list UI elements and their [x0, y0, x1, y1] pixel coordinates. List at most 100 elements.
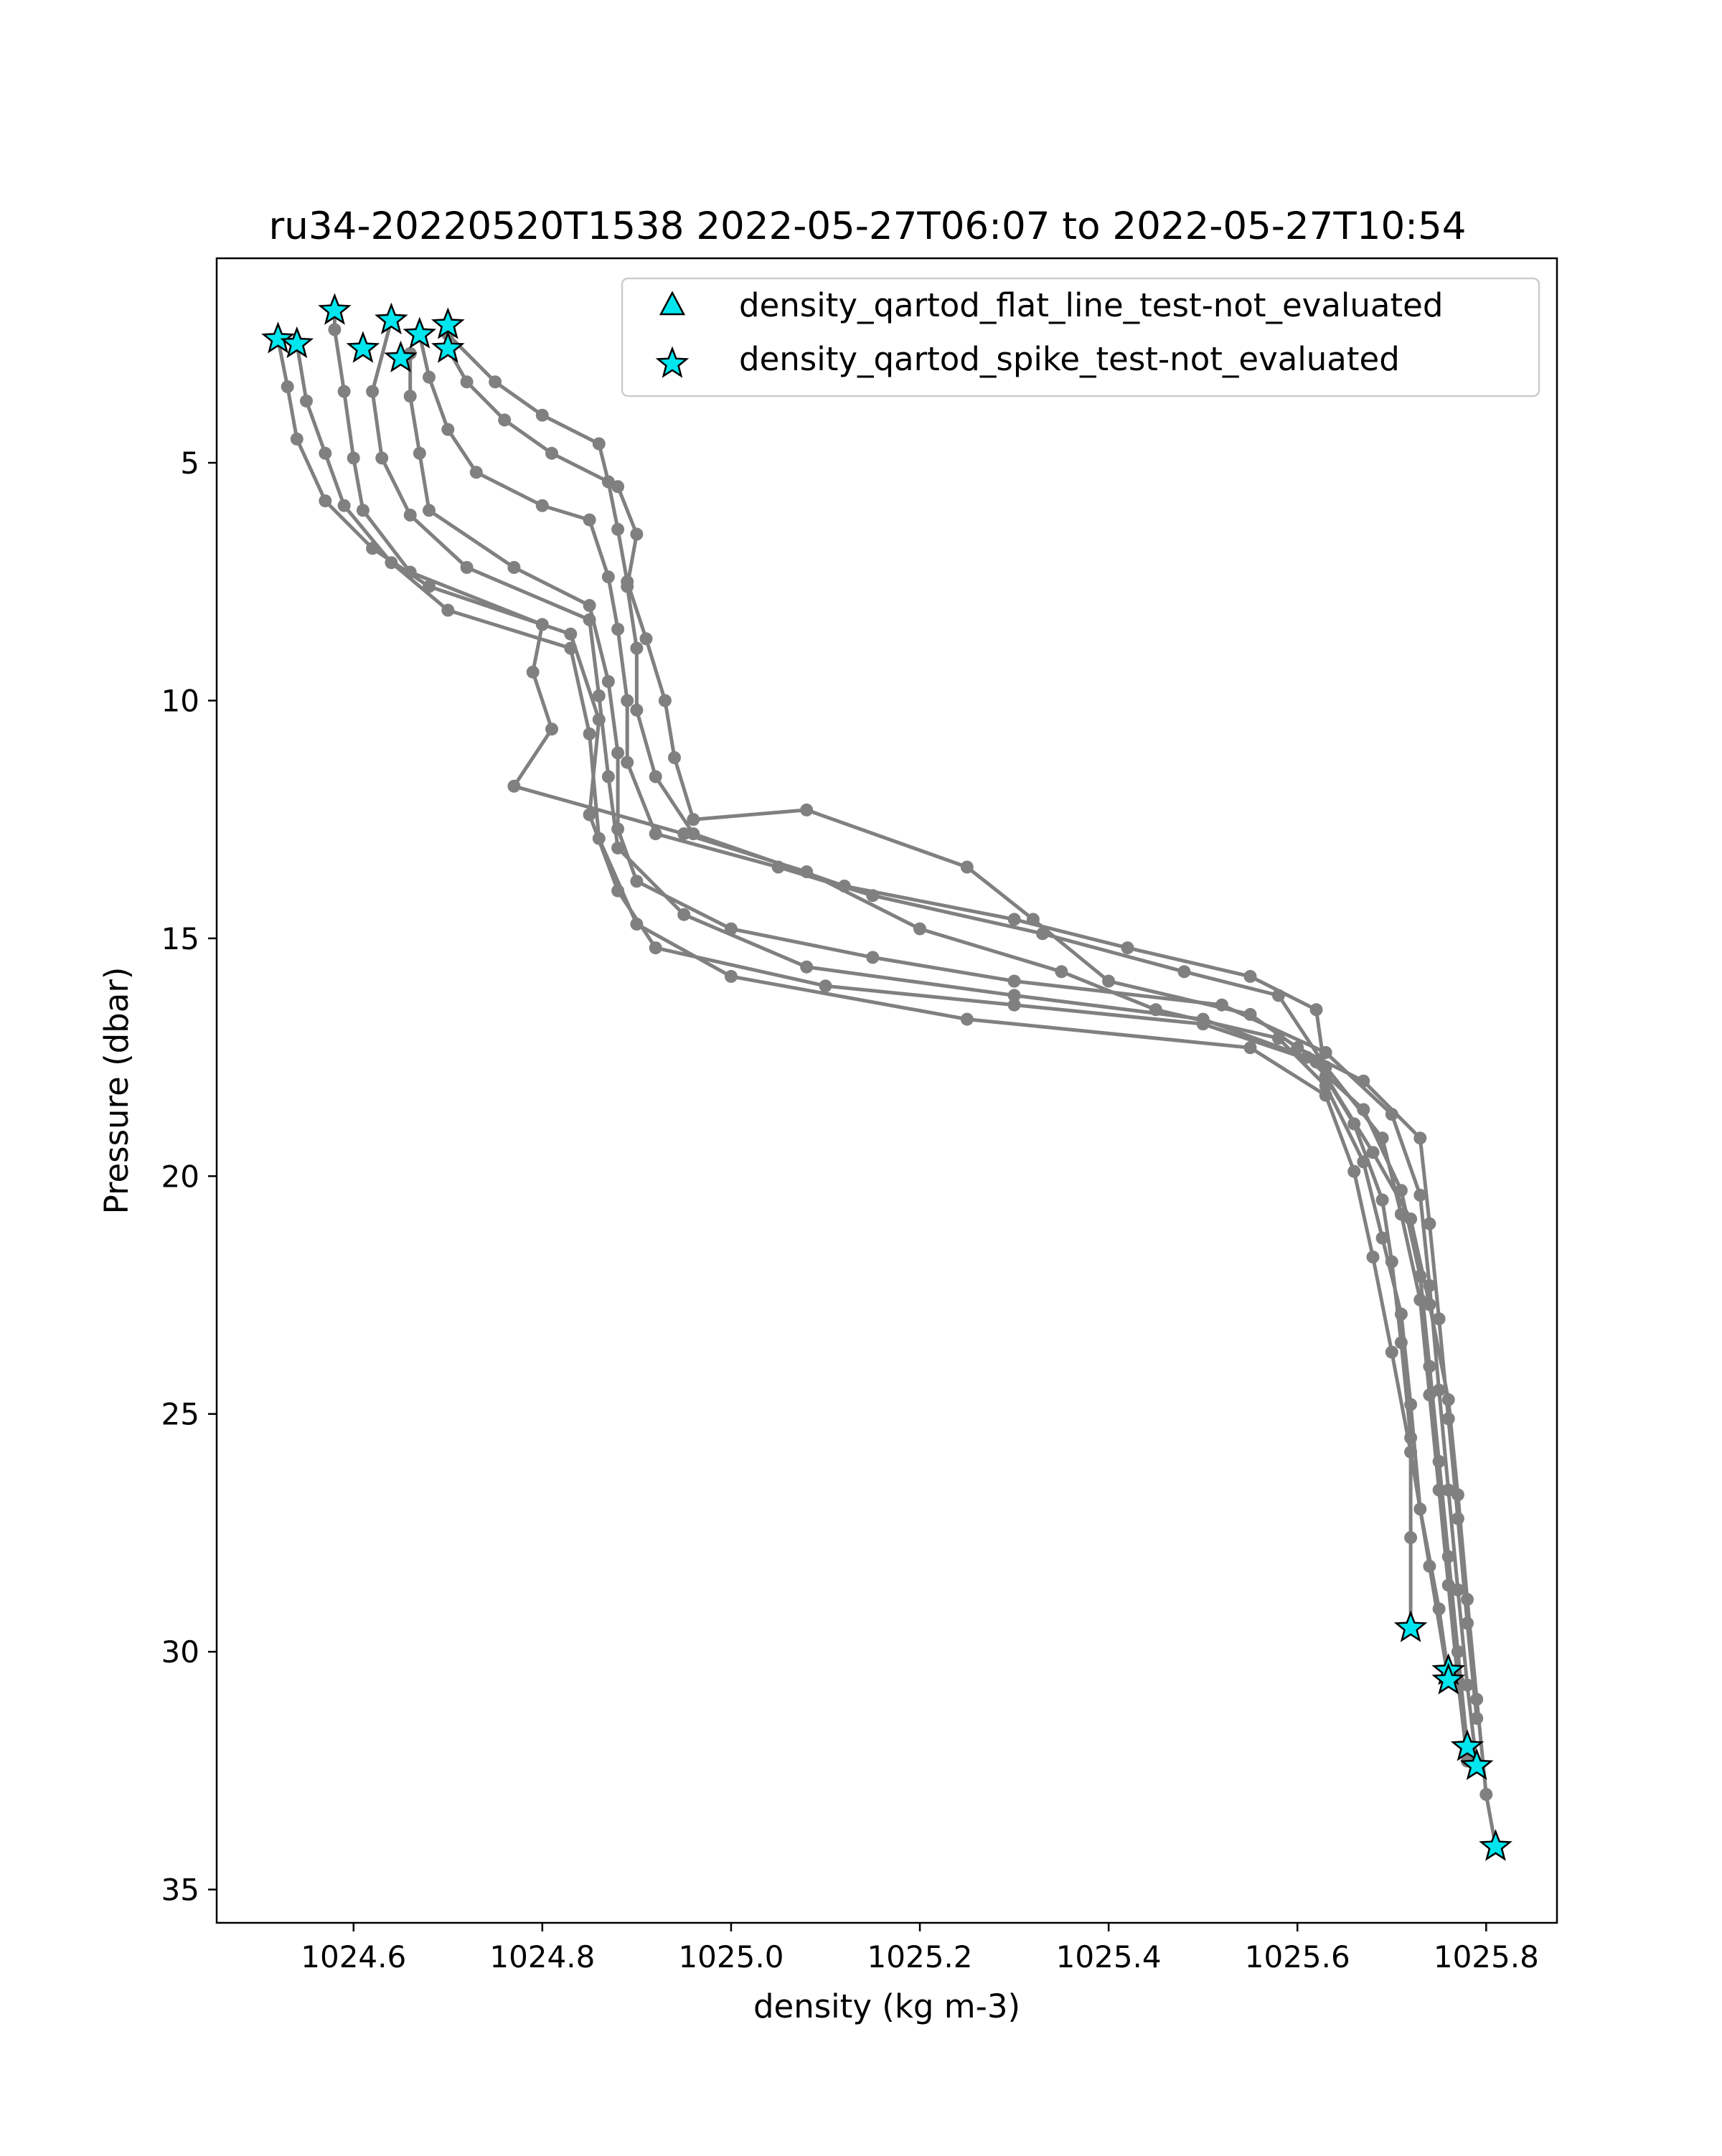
profile-point: [668, 751, 681, 764]
x-tick-label: 1025.0: [678, 1939, 784, 1974]
spike-star-marker: [280, 326, 314, 359]
profile-point: [1366, 1251, 1380, 1263]
profile-point: [1423, 1388, 1436, 1402]
profile-point: [366, 385, 380, 398]
profile-point: [1413, 1188, 1427, 1202]
profile-point: [535, 618, 549, 631]
profile-point: [630, 527, 644, 541]
profile-point: [507, 560, 521, 574]
spike-star-marker: [318, 293, 352, 325]
profile-line-2: [295, 343, 1451, 1681]
profile-point: [535, 408, 549, 422]
spike-star-marker: [375, 302, 408, 335]
y-tick-label: 15: [161, 921, 199, 956]
legend-label-flat-line: density_qartod_flat_line_test-not_evalua…: [739, 286, 1443, 324]
profile-point: [800, 960, 814, 974]
marker-layer: [261, 293, 1512, 1861]
profile-point: [564, 641, 578, 655]
profile-point: [800, 803, 814, 816]
profile-point: [403, 390, 417, 403]
profile-point: [1404, 1531, 1418, 1545]
profile-point: [441, 423, 455, 436]
profile-point: [819, 979, 832, 993]
profile-point: [687, 813, 700, 827]
x-axis-label: density (kg m-3): [753, 1987, 1020, 2025]
profile-point: [1243, 969, 1257, 983]
profile-point: [413, 446, 426, 460]
spike-star-marker: [1450, 1729, 1485, 1761]
spike-star-marker: [1393, 1610, 1428, 1642]
x-tick-label: 1025.2: [867, 1939, 973, 1974]
profile-point: [281, 380, 294, 393]
profile-point: [611, 841, 625, 855]
profile-point: [583, 513, 596, 527]
x-tick-label: 1024.6: [301, 1939, 406, 1974]
profile-point: [583, 598, 596, 612]
profile-point: [677, 827, 691, 841]
profile-point: [347, 451, 360, 465]
profile-point: [1432, 1483, 1446, 1497]
profile-point: [639, 632, 653, 646]
profile-line-6: [446, 347, 1497, 1847]
y-tick-label: 35: [161, 1873, 199, 1908]
profile-point: [649, 941, 662, 955]
profile-point: [1196, 1012, 1210, 1026]
x-tick-label: 1025.4: [1056, 1939, 1162, 1974]
spike-star-marker: [1431, 1662, 1466, 1695]
y-tick-label: 25: [161, 1397, 199, 1432]
profile-point: [1375, 1193, 1389, 1207]
y-tick-label: 20: [161, 1159, 199, 1194]
profile-point: [649, 827, 662, 841]
profile-point: [423, 504, 436, 517]
profile-point: [1394, 1307, 1408, 1321]
profile-point: [1309, 1003, 1323, 1017]
profile-point: [319, 494, 332, 508]
profile-point: [592, 689, 606, 702]
profile-point: [319, 446, 332, 460]
profile-point: [1177, 965, 1191, 979]
profile-point: [290, 432, 304, 446]
spike-star-marker: [1459, 1748, 1494, 1780]
profile-point: [677, 908, 691, 921]
profile-point: [1007, 989, 1021, 1002]
profile-point: [583, 727, 596, 740]
profile-point: [611, 746, 625, 760]
profile-point: [724, 922, 738, 936]
y-tick-label: 10: [161, 683, 199, 718]
profile-point: [1243, 1041, 1257, 1055]
profile-line-4: [370, 319, 1469, 1747]
profile-point: [545, 722, 558, 736]
profile-point: [300, 394, 313, 408]
profile-point: [724, 969, 738, 983]
x-axis: 1024.6 1024.8 1025.0 1025.2 1025.4 1025.6 1025…: [301, 1923, 1539, 1974]
legend-star-icon: [655, 346, 690, 378]
spike-star-marker: [384, 340, 418, 373]
spike-star-marker: [403, 316, 437, 349]
profile-point: [545, 446, 558, 460]
profile-point: [1413, 1131, 1427, 1145]
profile-point: [1291, 1041, 1304, 1055]
profile-point: [1347, 1164, 1361, 1178]
profile-point: [611, 522, 625, 536]
profile-point: [460, 560, 474, 574]
profile-point: [403, 508, 417, 522]
profile-point: [621, 755, 634, 769]
profile-point: [621, 694, 634, 707]
profile-point: [649, 770, 662, 783]
profile-point: [866, 951, 880, 964]
spike-star-marker: [261, 321, 295, 354]
chart-title: ru34-20220520T1538 2022-05-27T06:07 to 2…: [269, 204, 1467, 248]
legend-box: [621, 277, 1540, 397]
profile-point: [1441, 1412, 1455, 1426]
profile-point: [1055, 965, 1068, 979]
profile-point: [526, 665, 540, 679]
profile-point: [1366, 1146, 1380, 1159]
profile-point: [1375, 1231, 1389, 1245]
profile-point: [375, 451, 389, 465]
profile-point: [564, 627, 578, 641]
profile-point: [960, 1012, 974, 1026]
profile-point: [658, 694, 672, 707]
profile-point: [1007, 974, 1021, 988]
profile-point: [1451, 1488, 1464, 1502]
